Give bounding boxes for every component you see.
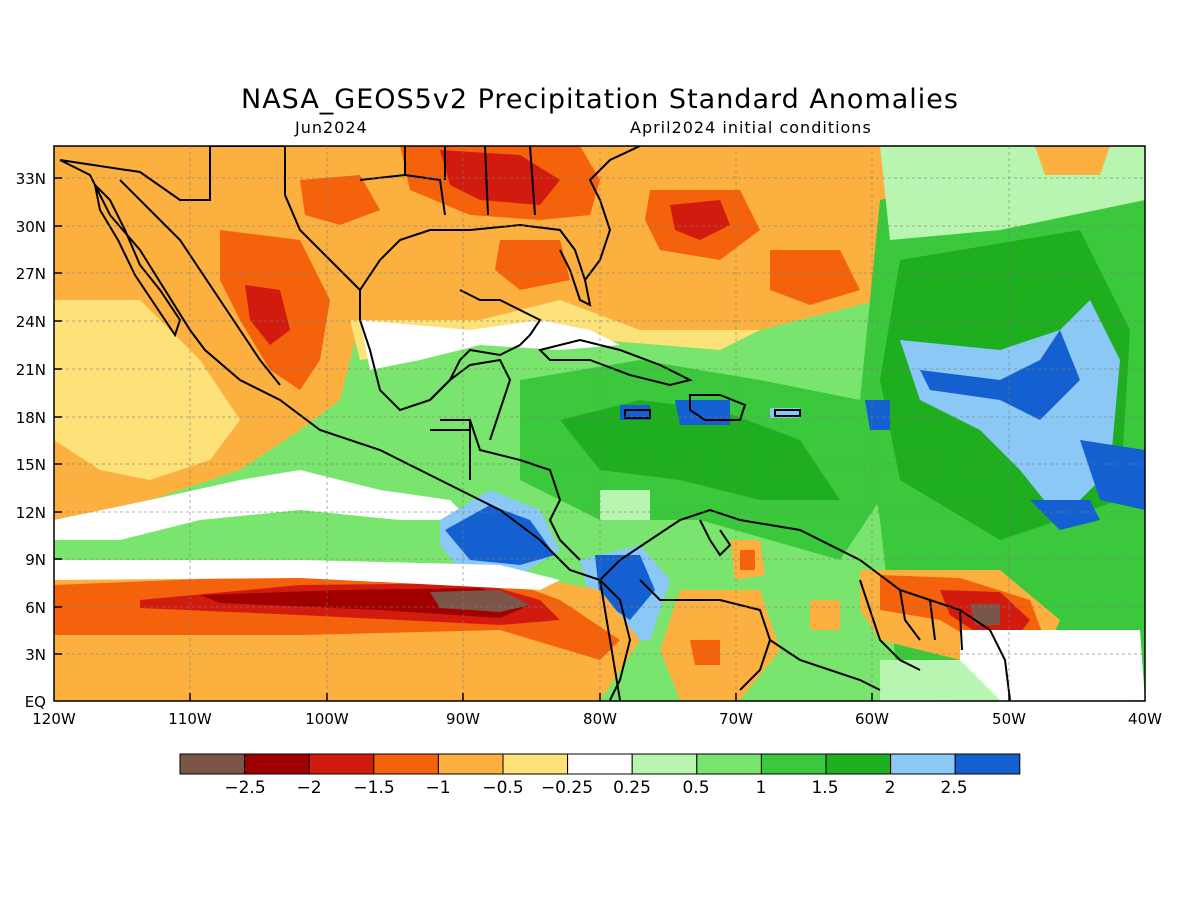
legend-label: 1.5 <box>811 778 838 798</box>
legend-swatch <box>760 753 827 775</box>
color-legend <box>179 753 1021 775</box>
legend-label: −1 <box>425 778 450 798</box>
lat-labels: 33N 30N 27N 24N 21N 18N 15N 12N 9N 6N 3N… <box>16 170 46 711</box>
lon-labels: 120W 110W 100W 90W 80W 70W 60W 50W 40W <box>32 710 1162 728</box>
legend-swatch <box>890 753 956 775</box>
tick-marks <box>54 177 1010 701</box>
legend-swatch <box>244 753 310 775</box>
legend-swatch <box>567 753 633 775</box>
legend-label: −0.25 <box>541 778 593 798</box>
legend-swatch <box>696 753 762 775</box>
lat-label: 15N <box>16 456 46 474</box>
init-conditions-label: April2024 initial conditions <box>630 118 872 137</box>
lon-label: 60W <box>855 710 889 728</box>
lat-label: 24N <box>16 313 46 331</box>
lat-label: 30N <box>16 218 46 236</box>
lon-label: 90W <box>446 710 480 728</box>
legend-swatch <box>308 753 375 775</box>
legend-swatch <box>502 753 569 775</box>
lon-label: 110W <box>168 710 212 728</box>
legend-label: −0.5 <box>482 778 523 798</box>
legend-label: 0.5 <box>682 778 709 798</box>
valid-month-label: Jun2024 <box>295 118 368 137</box>
legend-swatch <box>631 753 698 775</box>
lon-label: 120W <box>32 710 76 728</box>
lat-label: EQ <box>25 693 46 711</box>
legend-swatch <box>437 753 504 775</box>
legend-label: 1 <box>756 778 767 798</box>
lat-label: 18N <box>16 409 46 427</box>
gridlines <box>54 146 1145 701</box>
lon-label: 40W <box>1128 710 1162 728</box>
legend-label: 2 <box>885 778 896 798</box>
lat-label: 33N <box>16 170 46 188</box>
legend-swatch <box>179 753 246 775</box>
legend-swatch <box>825 753 892 775</box>
legend-swatch <box>954 753 1021 775</box>
lat-label: 9N <box>25 551 46 569</box>
lat-label: 3N <box>25 646 46 664</box>
legend-label: −2 <box>296 778 321 798</box>
color-legend-labels: −2.5 −2 −1.5 −1 −0.5 −0.25 0.25 0.5 1 1.… <box>224 778 967 798</box>
legend-label: 2.5 <box>940 778 967 798</box>
legend-label: −1.5 <box>353 778 394 798</box>
lon-label: 70W <box>719 710 753 728</box>
legend-label: 0.25 <box>613 778 651 798</box>
lat-label: 12N <box>16 504 46 522</box>
map-title: NASA_GEOS5v2 Precipitation Standard Anom… <box>241 84 959 115</box>
lon-label: 80W <box>583 710 617 728</box>
legend-swatch <box>373 753 439 775</box>
lat-label: 21N <box>16 361 46 379</box>
lat-label: 6N <box>25 599 46 617</box>
lat-label: 27N <box>16 265 46 283</box>
legend-label: −2.5 <box>224 778 265 798</box>
lon-label: 100W <box>305 710 349 728</box>
lon-label: 50W <box>992 710 1026 728</box>
